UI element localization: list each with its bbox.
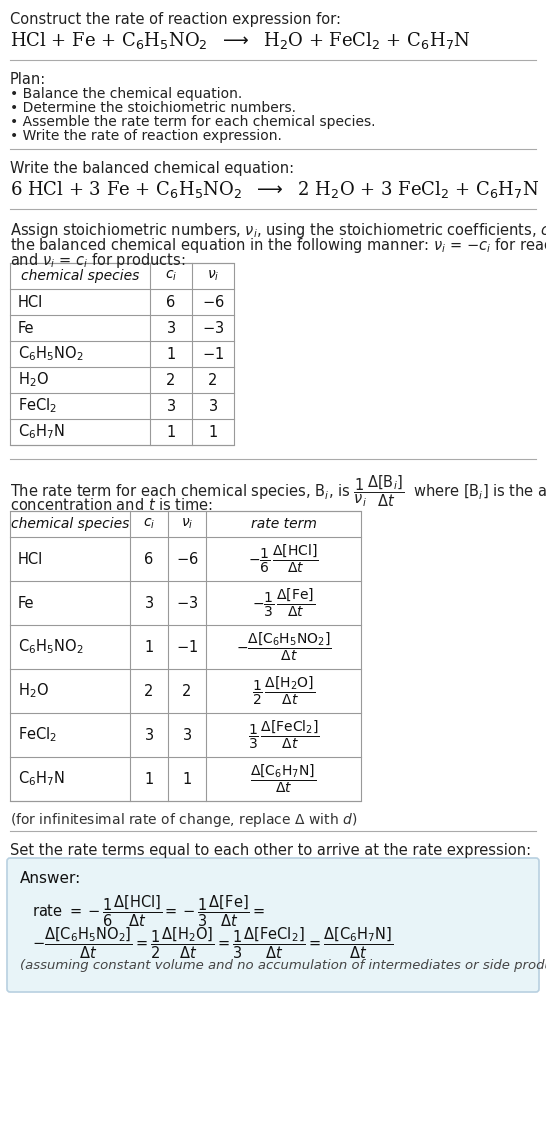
- Text: Assign stoichiometric numbers, $\nu_i$, using the stoichiometric coefficients, $: Assign stoichiometric numbers, $\nu_i$, …: [10, 221, 546, 240]
- Text: • Write the rate of reaction expression.: • Write the rate of reaction expression.: [10, 129, 282, 143]
- Text: • Determine the stoichiometric numbers.: • Determine the stoichiometric numbers.: [10, 101, 296, 115]
- Text: $-$6: $-$6: [176, 551, 198, 567]
- Text: 2: 2: [144, 684, 153, 699]
- Text: 3: 3: [145, 595, 153, 610]
- Text: The rate term for each chemical species, B$_i$, is $\dfrac{1}{\nu_i}\dfrac{\Delt: The rate term for each chemical species,…: [10, 473, 546, 509]
- Text: C$_6$H$_5$NO$_2$: C$_6$H$_5$NO$_2$: [18, 345, 84, 363]
- Text: • Balance the chemical equation.: • Balance the chemical equation.: [10, 86, 242, 101]
- Text: 6: 6: [167, 295, 176, 310]
- Text: HCl: HCl: [18, 552, 43, 567]
- Text: $-\dfrac{\Delta[\mathrm{C_6H_5NO_2}]}{\Delta t} = \dfrac{1}{2}\dfrac{\Delta[\mat: $-\dfrac{\Delta[\mathrm{C_6H_5NO_2}]}{\D…: [32, 925, 393, 960]
- Text: 1: 1: [144, 772, 153, 786]
- Text: 3: 3: [167, 321, 176, 336]
- Text: (for infinitesimal rate of change, replace $\Delta$ with $d$): (for infinitesimal rate of change, repla…: [10, 811, 357, 828]
- Text: $c_i$: $c_i$: [143, 517, 155, 531]
- Text: rate term: rate term: [251, 517, 317, 531]
- Text: 1: 1: [209, 424, 218, 439]
- Text: $\nu_i$: $\nu_i$: [181, 517, 193, 531]
- Text: 1: 1: [182, 772, 192, 786]
- Text: 6: 6: [144, 552, 153, 567]
- Text: $\nu_i$: $\nu_i$: [207, 269, 219, 283]
- Text: $\dfrac{1}{2}\,\dfrac{\Delta[\mathrm{H_2O}]}{\Delta t}$: $\dfrac{1}{2}\,\dfrac{\Delta[\mathrm{H_2…: [252, 675, 315, 707]
- FancyBboxPatch shape: [7, 858, 539, 992]
- Text: 3: 3: [209, 398, 217, 413]
- Text: Set the rate terms equal to each other to arrive at the rate expression:: Set the rate terms equal to each other t…: [10, 843, 531, 858]
- Text: 1: 1: [167, 424, 176, 439]
- Text: and $\nu_i$ = $c_i$ for products:: and $\nu_i$ = $c_i$ for products:: [10, 251, 185, 270]
- Text: 3: 3: [167, 398, 176, 413]
- Text: $-$6: $-$6: [201, 294, 224, 310]
- Text: 3: 3: [182, 727, 192, 742]
- Text: • Assemble the rate term for each chemical species.: • Assemble the rate term for each chemic…: [10, 115, 376, 129]
- Text: HCl: HCl: [18, 295, 43, 310]
- Text: $-$3: $-$3: [202, 320, 224, 336]
- Text: HCl + Fe + C$_6$H$_5$NO$_2$  $\longrightarrow$  H$_2$O + FeCl$_2$ + C$_6$H$_7$N: HCl + Fe + C$_6$H$_5$NO$_2$ $\longrighta…: [10, 30, 471, 51]
- Text: Fe: Fe: [18, 595, 34, 610]
- Bar: [10, 511, 361, 801]
- Text: 3: 3: [145, 727, 153, 742]
- Text: C$_6$H$_5$NO$_2$: C$_6$H$_5$NO$_2$: [18, 637, 84, 657]
- Text: Answer:: Answer:: [20, 871, 81, 887]
- Text: 2: 2: [167, 372, 176, 388]
- Text: $-\dfrac{\Delta[\mathrm{C_6H_5NO_2}]}{\Delta t}$: $-\dfrac{\Delta[\mathrm{C_6H_5NO_2}]}{\D…: [236, 630, 331, 663]
- Text: $\dfrac{1}{3}\,\dfrac{\Delta[\mathrm{FeCl_2}]}{\Delta t}$: $\dfrac{1}{3}\,\dfrac{\Delta[\mathrm{FeC…: [247, 719, 319, 751]
- Text: chemical species: chemical species: [21, 269, 139, 283]
- Text: Plan:: Plan:: [10, 72, 46, 86]
- Bar: [10, 263, 234, 445]
- Text: rate $= -\dfrac{1}{6}\dfrac{\Delta[\mathrm{HCl}]}{\Delta t} = -\dfrac{1}{3}\dfra: rate $= -\dfrac{1}{6}\dfrac{\Delta[\math…: [32, 893, 265, 929]
- Text: $-$1: $-$1: [202, 346, 224, 362]
- Text: 2: 2: [209, 372, 218, 388]
- Text: C$_6$H$_7$N: C$_6$H$_7$N: [18, 422, 65, 442]
- Text: 1: 1: [144, 640, 153, 654]
- Text: $-\dfrac{1}{3}\,\dfrac{\Delta[\mathrm{Fe}]}{\Delta t}$: $-\dfrac{1}{3}\,\dfrac{\Delta[\mathrm{Fe…: [252, 587, 315, 619]
- Text: (assuming constant volume and no accumulation of intermediates or side products): (assuming constant volume and no accumul…: [20, 959, 546, 972]
- Text: concentration and $t$ is time:: concentration and $t$ is time:: [10, 497, 213, 513]
- Text: $-$1: $-$1: [176, 640, 198, 655]
- Text: $-$3: $-$3: [176, 595, 198, 611]
- Text: $\dfrac{\Delta[\mathrm{C_6H_7N}]}{\Delta t}$: $\dfrac{\Delta[\mathrm{C_6H_7N}]}{\Delta…: [251, 762, 317, 795]
- Text: Write the balanced chemical equation:: Write the balanced chemical equation:: [10, 160, 294, 176]
- Text: 6 HCl + 3 Fe + C$_6$H$_5$NO$_2$  $\longrightarrow$  2 H$_2$O + 3 FeCl$_2$ + C$_6: 6 HCl + 3 Fe + C$_6$H$_5$NO$_2$ $\longri…: [10, 179, 539, 200]
- Text: Construct the rate of reaction expression for:: Construct the rate of reaction expressio…: [10, 13, 341, 27]
- Text: $c_i$: $c_i$: [165, 269, 177, 283]
- Text: the balanced chemical equation in the following manner: $\nu_i$ = $-c_i$ for rea: the balanced chemical equation in the fo…: [10, 236, 546, 255]
- Text: H$_2$O: H$_2$O: [18, 371, 49, 389]
- Text: FeCl$_2$: FeCl$_2$: [18, 726, 57, 744]
- Text: FeCl$_2$: FeCl$_2$: [18, 397, 57, 415]
- Text: 1: 1: [167, 346, 176, 362]
- Text: C$_6$H$_7$N: C$_6$H$_7$N: [18, 769, 65, 789]
- Text: Fe: Fe: [18, 321, 34, 336]
- Text: $-\dfrac{1}{6}\,\dfrac{\Delta[\mathrm{HCl}]}{\Delta t}$: $-\dfrac{1}{6}\,\dfrac{\Delta[\mathrm{HC…: [248, 543, 319, 575]
- Text: 2: 2: [182, 684, 192, 699]
- Text: chemical species: chemical species: [11, 517, 129, 531]
- Text: H$_2$O: H$_2$O: [18, 682, 49, 700]
